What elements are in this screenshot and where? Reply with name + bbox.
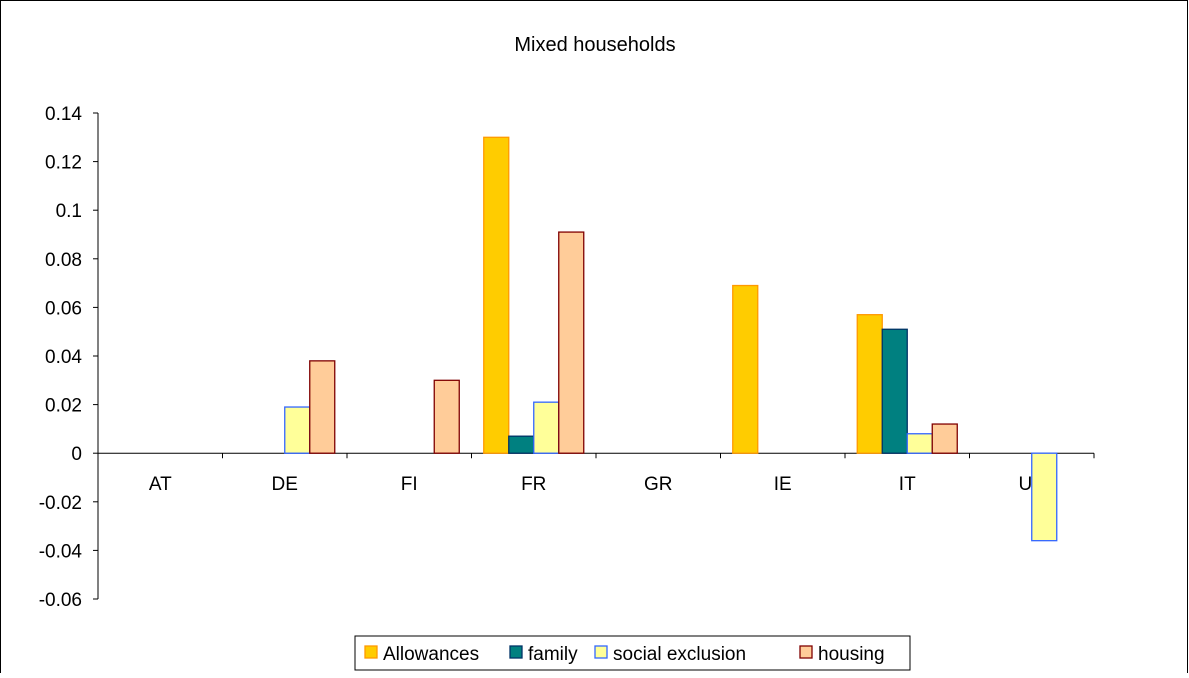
x-tick-label: FI xyxy=(401,474,418,495)
bar xyxy=(508,435,535,454)
y-tick-label: -0.06 xyxy=(39,590,82,611)
bar xyxy=(906,433,933,454)
bar xyxy=(433,379,460,454)
x-tick-label: DE xyxy=(272,474,298,495)
legend-label: housing xyxy=(818,644,885,665)
y-tick-label: 0.04 xyxy=(45,347,82,368)
bar xyxy=(558,231,585,454)
x-tick-label: FR xyxy=(521,474,546,495)
legend-swatch xyxy=(364,645,378,659)
legend-label: Allowances xyxy=(383,644,479,665)
legend-swatch xyxy=(509,645,523,659)
bar xyxy=(1031,452,1058,542)
y-tick-label: 0.1 xyxy=(56,201,82,222)
y-tick-label: 0 xyxy=(71,444,82,465)
legend: Allowances family social exclusion housing xyxy=(354,635,911,671)
legend-swatch xyxy=(799,645,813,659)
bar xyxy=(284,406,311,454)
bar xyxy=(856,314,883,454)
bar xyxy=(732,284,759,454)
legend-label: social exclusion xyxy=(613,644,746,665)
x-tick-label: AT xyxy=(149,474,172,495)
y-tick-label: 0.08 xyxy=(45,250,82,271)
bar xyxy=(881,328,908,454)
x-tick-label: IT xyxy=(899,474,916,495)
bar xyxy=(309,360,336,454)
y-tick-label: 0.14 xyxy=(45,104,82,125)
bar xyxy=(483,136,510,454)
bar xyxy=(533,401,560,454)
y-tick-label: 0.06 xyxy=(45,298,82,319)
y-tick-label: 0.02 xyxy=(45,396,82,417)
chart-title: Mixed households xyxy=(514,34,675,56)
legend-label: family xyxy=(528,644,578,665)
x-tick-label: IE xyxy=(774,474,792,495)
y-tick-label: -0.04 xyxy=(39,541,83,562)
legend-swatch xyxy=(594,645,608,659)
legend-box xyxy=(354,635,911,671)
x-tick-label: GR xyxy=(644,474,673,495)
plot-area: -0.06 -0.04 -0.02 0 0.02 0.04 0.06 0.08 0.1 0.12 0… xyxy=(39,104,1095,611)
y-tick-label: 0.12 xyxy=(45,153,82,174)
y-tick-label: -0.02 xyxy=(39,493,82,514)
bar xyxy=(931,423,958,454)
